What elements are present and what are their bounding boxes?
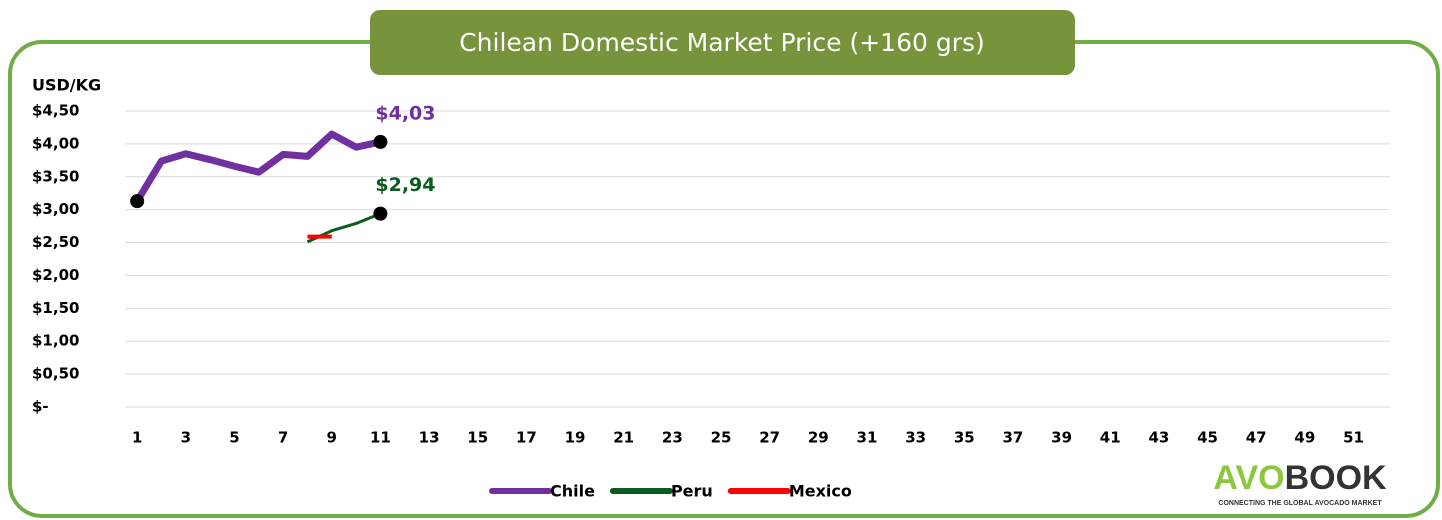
marker bbox=[373, 134, 388, 149]
y-tick-label: $0,50 bbox=[32, 365, 79, 383]
value-label: $4,03 bbox=[375, 102, 435, 124]
x-tick-label: 33 bbox=[905, 429, 926, 447]
legend-label: Mexico bbox=[789, 482, 852, 501]
legend-label: Peru bbox=[671, 482, 713, 501]
x-tick-label: 39 bbox=[1051, 429, 1072, 447]
x-tick-label: 25 bbox=[711, 429, 732, 447]
x-tick-label: 31 bbox=[857, 429, 878, 447]
x-tick-label: 51 bbox=[1343, 429, 1364, 447]
logo-part: AVO bbox=[1213, 459, 1284, 497]
x-tick-label: 17 bbox=[516, 429, 537, 447]
legend-label: Chile bbox=[550, 482, 595, 501]
y-tick-label: $4,50 bbox=[32, 102, 79, 120]
chart-title: Chilean Domestic Market Price (+160 grs) bbox=[459, 28, 985, 57]
x-tick-label: 41 bbox=[1100, 429, 1121, 447]
line bbox=[134, 130, 382, 203]
x-tick-label: 37 bbox=[1002, 429, 1023, 447]
x-tick-label: 23 bbox=[662, 429, 683, 447]
x-tick-label: 43 bbox=[1148, 429, 1169, 447]
x-tick-label: 3 bbox=[181, 429, 191, 447]
value-label: $2,94 bbox=[375, 174, 435, 196]
logo-part: BOOK bbox=[1285, 459, 1387, 497]
x-tick-label: 5 bbox=[229, 429, 239, 447]
x-tick-label: 19 bbox=[565, 429, 586, 447]
marker bbox=[373, 206, 388, 221]
logo: AVOBOOK bbox=[1213, 459, 1387, 497]
x-tick-label: 47 bbox=[1246, 429, 1267, 447]
y-tick-label: $3,50 bbox=[32, 167, 79, 185]
title-box bbox=[370, 10, 1075, 75]
y-tick-label: $- bbox=[32, 398, 49, 416]
x-tick-label: 7 bbox=[278, 429, 288, 447]
x-tick-label: 1 bbox=[132, 429, 142, 447]
y-tick-label: $1,50 bbox=[32, 299, 79, 317]
logo-tagline: CONNECTING THE GLOBAL AVOCADO MARKET bbox=[1218, 500, 1382, 507]
marker bbox=[130, 194, 145, 209]
x-tick-label: 11 bbox=[370, 429, 391, 447]
x-tick-label: 15 bbox=[467, 429, 488, 447]
y-tick-label: $1,00 bbox=[32, 332, 79, 350]
x-tick-label: 35 bbox=[954, 429, 975, 447]
x-tick-label: 49 bbox=[1294, 429, 1315, 447]
y-tick-label: $3,00 bbox=[32, 200, 79, 218]
x-tick-label: 13 bbox=[419, 429, 440, 447]
x-tick-label: 9 bbox=[327, 429, 337, 447]
x-tick-label: 27 bbox=[759, 429, 780, 447]
x-tick-label: 45 bbox=[1197, 429, 1218, 447]
x-tick-label: 29 bbox=[808, 429, 829, 447]
x-tick-label: 21 bbox=[613, 429, 634, 447]
y-axis-label: USD/KG bbox=[32, 76, 101, 95]
y-tick-label: $2,50 bbox=[32, 233, 79, 251]
y-tick-label: $2,00 bbox=[32, 266, 79, 284]
y-tick-label: $4,00 bbox=[32, 134, 79, 152]
